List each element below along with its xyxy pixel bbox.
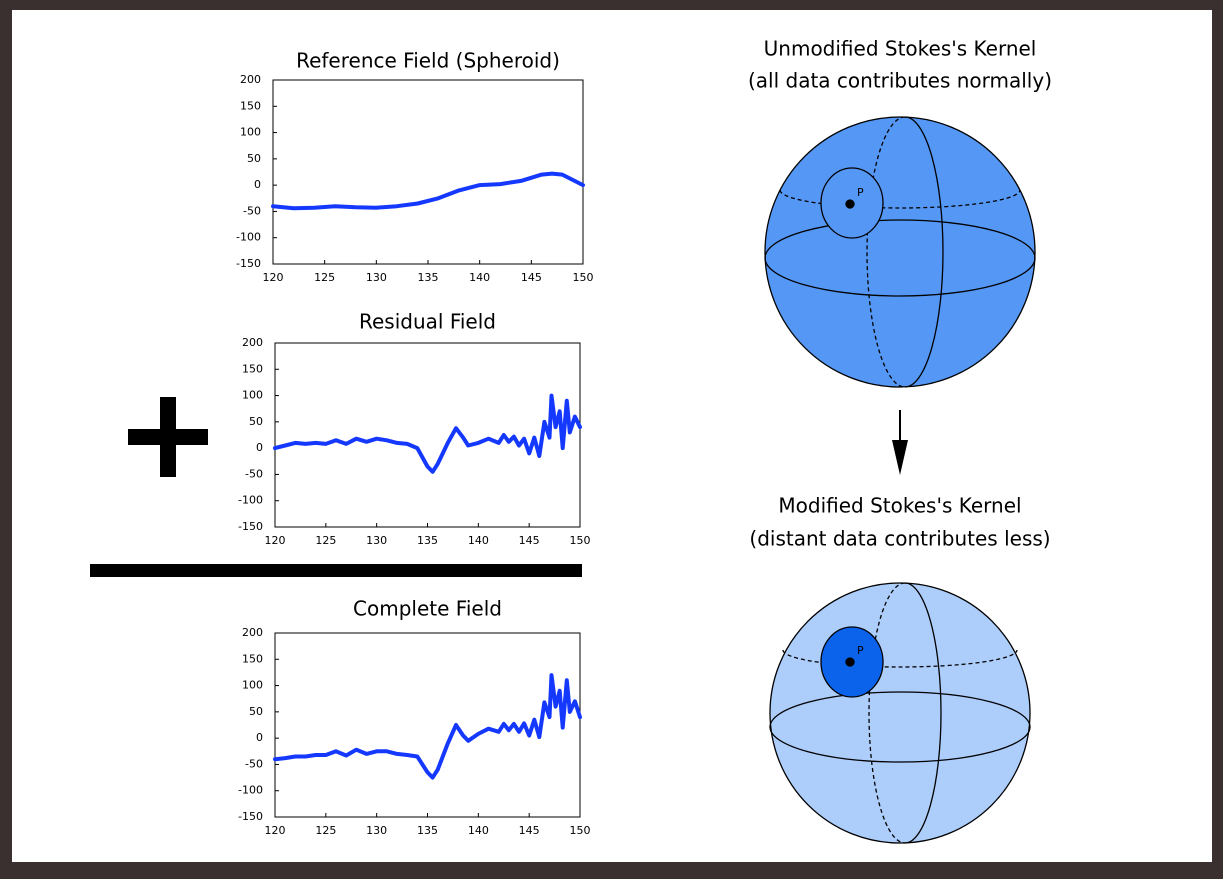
y-tick-label: 200: [242, 626, 263, 639]
y-tick-label: -100: [238, 494, 263, 507]
x-tick-label: 125: [315, 824, 336, 837]
plus-horizontal: [128, 429, 208, 445]
top-subtitle: (all data contributes normally): [748, 69, 1052, 93]
sphere-unmodified: [764, 116, 1036, 388]
x-tick-label: 145: [519, 534, 540, 547]
y-tick-label: 150: [242, 652, 263, 665]
sphere-modified: [769, 582, 1031, 844]
y-tick-label: 0: [254, 178, 261, 191]
arrow-head: [892, 440, 908, 475]
chart-title: Reference Field (Spheroid): [296, 49, 560, 73]
x-tick-label: 135: [417, 824, 438, 837]
x-tick-label: 150: [573, 271, 594, 284]
x-tick-label: 120: [265, 534, 286, 547]
chart-title: Residual Field: [359, 310, 496, 334]
plot-frame: [274, 632, 581, 818]
point-label: P: [857, 644, 864, 657]
x-tick-label: 145: [521, 271, 542, 284]
x-tick-label: 130: [366, 271, 387, 284]
point-label: P: [857, 186, 864, 199]
data-line: [273, 673, 582, 780]
x-tick-label: 130: [366, 824, 387, 837]
y-tick-label: 100: [240, 126, 261, 139]
x-tick-label: 150: [570, 534, 591, 547]
y-tick-label: 50: [247, 152, 261, 165]
sum-bar: [90, 564, 582, 577]
y-tick-label: -50: [243, 204, 261, 217]
y-tick-label: 200: [240, 73, 261, 86]
y-tick-label: 50: [249, 705, 263, 718]
y-tick-label: 50: [249, 415, 263, 428]
y-tick-label: 100: [242, 679, 263, 692]
plot-frame: [274, 342, 581, 528]
y-tick-label: -100: [236, 231, 261, 244]
x-tick-label: 140: [468, 534, 489, 547]
x-tick-label: 150: [570, 824, 591, 837]
x-tick-label: 125: [315, 534, 336, 547]
x-tick-label: 130: [366, 534, 387, 547]
data-line: [273, 393, 582, 474]
y-tick-label: -150: [238, 520, 263, 533]
y-tick-label: -150: [238, 810, 263, 823]
x-tick-label: 140: [468, 824, 489, 837]
y-tick-label: -50: [245, 467, 263, 480]
y-tick-label: -50: [245, 757, 263, 770]
x-tick-label: 135: [418, 271, 439, 284]
x-tick-label: 140: [469, 271, 490, 284]
y-tick-label: 0: [256, 731, 263, 744]
bottom-subtitle: (distant data contributes less): [749, 527, 1050, 551]
y-tick-label: 0: [256, 441, 263, 454]
x-tick-label: 125: [314, 271, 335, 284]
y-tick-label: 150: [242, 362, 263, 375]
x-tick-label: 120: [265, 824, 286, 837]
bottom-title: Modified Stokes's Kernel: [778, 494, 1021, 518]
y-tick-label: -100: [238, 784, 263, 797]
plot-frame: [272, 79, 584, 265]
x-tick-label: 135: [417, 534, 438, 547]
y-tick-label: 200: [242, 336, 263, 349]
data-line: [271, 171, 585, 211]
x-tick-label: 145: [519, 824, 540, 837]
y-tick-label: -150: [236, 257, 261, 270]
top-title: Unmodified Stokes's Kernel: [764, 37, 1037, 61]
y-tick-label: 150: [240, 99, 261, 112]
chart-title: Complete Field: [353, 597, 502, 621]
x-tick-label: 120: [263, 271, 284, 284]
y-tick-label: 100: [242, 389, 263, 402]
